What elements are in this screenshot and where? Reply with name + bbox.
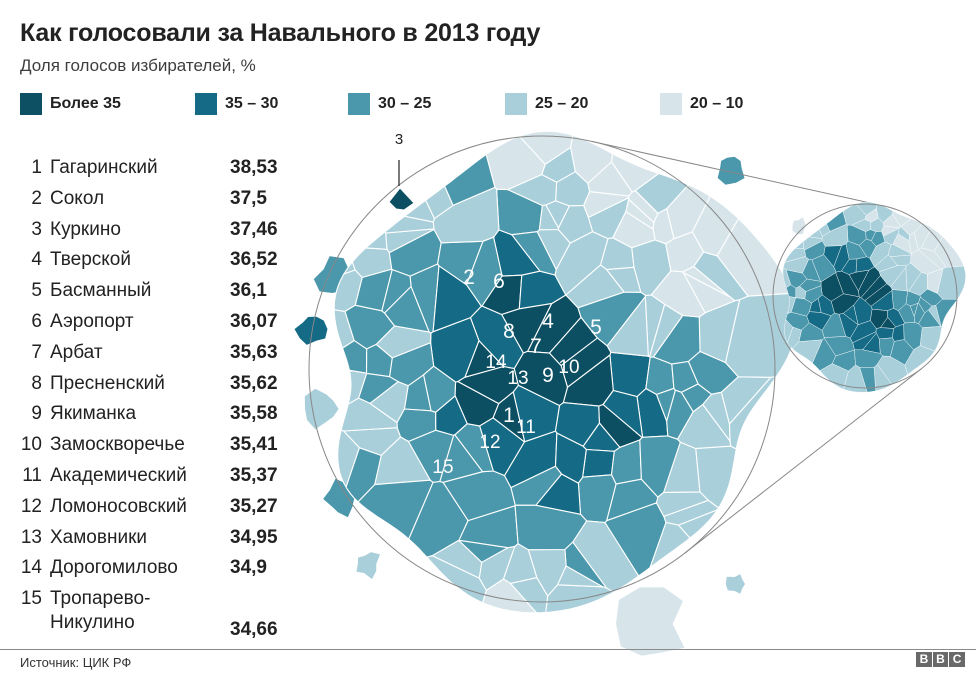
svg-text:15: 15: [432, 457, 453, 478]
svg-text:3: 3: [395, 131, 403, 148]
svg-text:13: 13: [507, 368, 528, 389]
svg-text:1: 1: [503, 404, 515, 427]
svg-text:11: 11: [516, 417, 536, 438]
svg-text:2: 2: [463, 266, 475, 289]
svg-text:4: 4: [542, 310, 554, 333]
svg-text:8: 8: [503, 320, 515, 343]
svg-text:7: 7: [530, 335, 542, 358]
svg-text:10: 10: [558, 357, 579, 378]
svg-text:12: 12: [479, 432, 500, 453]
svg-text:9: 9: [542, 364, 554, 387]
svg-text:5: 5: [590, 316, 602, 339]
svg-text:14: 14: [485, 352, 507, 373]
svg-text:6: 6: [493, 270, 505, 293]
